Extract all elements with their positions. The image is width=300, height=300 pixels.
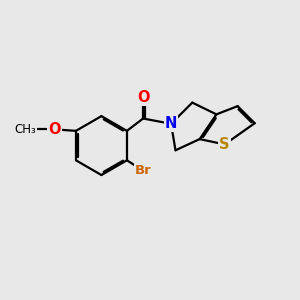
Text: Br: Br xyxy=(135,164,152,177)
Text: O: O xyxy=(49,122,61,137)
Text: S: S xyxy=(219,137,230,152)
Text: N: N xyxy=(165,116,177,131)
Text: CH₃: CH₃ xyxy=(15,123,37,136)
Text: O: O xyxy=(137,90,149,105)
